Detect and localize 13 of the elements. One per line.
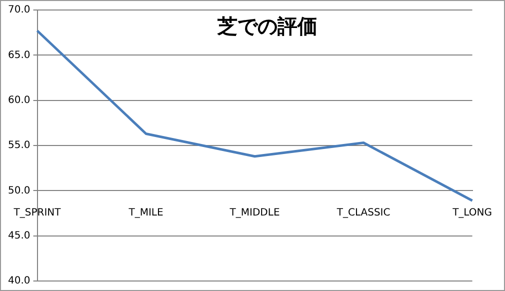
y-tick-label: 65.0 <box>8 50 30 61</box>
x-tick-label: T_MILE <box>128 207 164 218</box>
x-tick-label: T_CLASSIC <box>336 207 390 218</box>
y-tick-label: 70.0 <box>8 4 30 16</box>
y-tick-label: 40.0 <box>8 276 30 287</box>
y-tick-label: 45.0 <box>8 230 30 242</box>
y-tick-label: 55.0 <box>8 140 30 152</box>
x-tick-label: T_LONG <box>452 207 492 218</box>
chart-title: 芝での評価 <box>216 13 318 40</box>
y-tick-label: 50.0 <box>8 185 30 196</box>
y-tick-label: 60.0 <box>8 94 30 106</box>
x-tick-label: T_MIDDLE <box>228 207 280 218</box>
x-tick-label: T_SPRINT <box>12 207 62 218</box>
